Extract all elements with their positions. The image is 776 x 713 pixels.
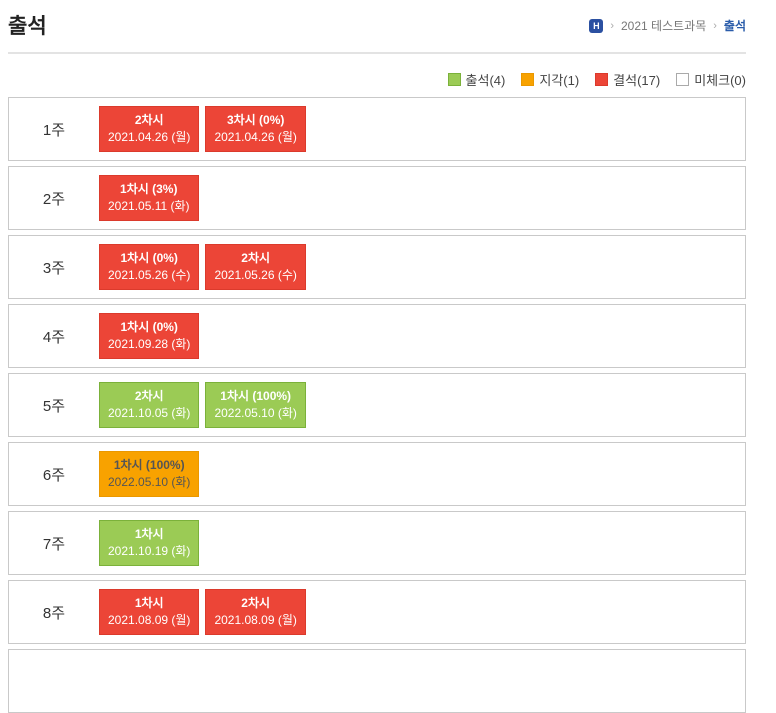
breadcrumb: H › 2021 테스트과목 › 출석 (589, 17, 746, 34)
session-badge[interactable]: 1차시 2021.10.19 (화) (99, 520, 200, 566)
page-title: 출석 (8, 15, 47, 38)
absent-swatch-icon (595, 72, 609, 86)
session-title: 3차시 (0%) (226, 113, 285, 127)
session-date: 2021.10.19 (화) (108, 544, 191, 558)
session-title: 1차시 (100%) (113, 458, 185, 472)
unchecked-swatch-icon (676, 72, 690, 86)
breadcrumb-current[interactable]: 출석 (723, 19, 746, 33)
session-list: 1차시 (3%) 2021.05.11 (화) (99, 175, 199, 221)
session-badge[interactable]: 1차시 (0%) 2021.05.26 (수) (99, 244, 200, 290)
session-badge[interactable]: 1차시 2021.08.09 (월) (99, 589, 200, 635)
session-date: 2022.05.10 (화) (108, 475, 191, 489)
session-list: 2차시 2021.10.05 (화) 1차시 (100%) 2022.05.10… (99, 382, 306, 428)
session-date: 2021.05.11 (화) (108, 199, 190, 213)
week-label: 6주 (42, 466, 66, 484)
breadcrumb-course-link[interactable]: 2021 테스트과목 (621, 19, 707, 33)
legend-item-absent: 결석(17) (595, 70, 660, 89)
session-date: 2021.04.26 (월) (108, 130, 191, 144)
week-row-7: 7주 1차시 2021.10.19 (화) (8, 511, 746, 575)
header-divider (8, 52, 746, 54)
session-date: 2021.08.09 (월) (214, 613, 297, 627)
session-title: 1차시 (134, 527, 164, 541)
session-title: 2차시 (134, 113, 164, 127)
present-swatch-icon (447, 72, 461, 86)
session-badge[interactable]: 1차시 (3%) 2021.05.11 (화) (99, 175, 199, 221)
legend-label: 출석(4) (465, 72, 506, 88)
legend-item-late: 지각(1) (521, 70, 579, 89)
session-badge[interactable]: 3차시 (0%) 2021.04.26 (월) (205, 106, 306, 152)
breadcrumb-separator: › (713, 19, 717, 32)
week-row-4: 4주 1차시 (0%) 2021.09.28 (화) (8, 304, 746, 368)
session-badge[interactable]: 1차시 (100%) 2022.05.10 (화) (205, 382, 306, 428)
session-list: 1차시 2021.10.19 (화) (99, 520, 200, 566)
week-label: 5주 (42, 397, 66, 415)
week-label: 7주 (42, 535, 66, 553)
session-title: 2차시 (134, 389, 164, 403)
legend-item-unchecked: 미체크(0) (676, 70, 746, 89)
session-list: 1차시 (100%) 2022.05.10 (화) (99, 451, 200, 497)
session-title: 1차시 (0%) (120, 320, 178, 334)
session-title: 1차시 (3%) (120, 182, 178, 196)
week-rows: 1주 2차시 2021.04.26 (월) 3차시 (0%) 2021.04.2… (8, 97, 746, 713)
session-date: 2022.05.10 (화) (214, 406, 297, 420)
week-row-8: 8주 1차시 2021.08.09 (월) 2차시 2021.08.09 (월) (8, 580, 746, 644)
week-label: 2주 (42, 190, 66, 208)
week-label: 8주 (42, 604, 66, 622)
week-row-partial (8, 649, 746, 713)
page-header: 출석 H › 2021 테스트과목 › 출석 (8, 10, 746, 40)
week-label: 3주 (42, 259, 66, 277)
session-date: 2021.04.26 (월) (214, 130, 297, 144)
session-date: 2021.05.26 (수) (214, 268, 297, 282)
session-list: 2차시 2021.04.26 (월) 3차시 (0%) 2021.04.26 (… (99, 106, 306, 152)
week-label: 1주 (42, 121, 66, 139)
session-badge[interactable]: 2차시 2021.04.26 (월) (99, 106, 200, 152)
session-title: 2차시 (241, 596, 271, 610)
session-title: 1차시 (100%) (220, 389, 292, 403)
legend-label: 지각(1) (539, 72, 580, 88)
session-date: 2021.08.09 (월) (108, 613, 191, 627)
week-row-3: 3주 1차시 (0%) 2021.05.26 (수) 2차시 2021.05.2… (8, 235, 746, 299)
session-title: 2차시 (241, 251, 271, 265)
week-row-2: 2주 1차시 (3%) 2021.05.11 (화) (8, 166, 746, 230)
week-row-5: 5주 2차시 2021.10.05 (화) 1차시 (100%) 2022.05… (8, 373, 746, 437)
week-label: 4주 (42, 328, 66, 346)
session-badge[interactable]: 1차시 (0%) 2021.09.28 (화) (99, 313, 200, 359)
session-title: 1차시 (134, 596, 164, 610)
attendance-legend: 출석(4) 지각(1) 결석(17) 미체크(0) (8, 70, 746, 89)
legend-label: 미체크(0) (694, 72, 746, 88)
session-list: 1차시 (0%) 2021.05.26 (수) 2차시 2021.05.26 (… (99, 244, 306, 290)
session-badge[interactable]: 2차시 2021.05.26 (수) (205, 244, 306, 290)
session-badge[interactable]: 2차시 2021.10.05 (화) (99, 382, 200, 428)
session-badge[interactable]: 1차시 (100%) 2022.05.10 (화) (99, 451, 200, 497)
session-list: 1차시 2021.08.09 (월) 2차시 2021.08.09 (월) (99, 589, 306, 635)
session-badge[interactable]: 2차시 2021.08.09 (월) (205, 589, 306, 635)
breadcrumb-separator: › (610, 19, 614, 32)
session-list: 1차시 (0%) 2021.09.28 (화) (99, 313, 200, 359)
session-date: 2021.10.05 (화) (108, 406, 191, 420)
legend-label: 결석(17) (613, 72, 661, 88)
week-row-6: 6주 1차시 (100%) 2022.05.10 (화) (8, 442, 746, 506)
session-title: 1차시 (0%) (120, 251, 178, 265)
session-date: 2021.05.26 (수) (108, 268, 191, 282)
legend-item-present: 출석(4) (447, 70, 506, 89)
home-icon[interactable]: H (589, 18, 604, 33)
late-swatch-icon (521, 72, 535, 86)
session-date: 2021.09.28 (화) (108, 337, 191, 351)
week-row-1: 1주 2차시 2021.04.26 (월) 3차시 (0%) 2021.04.2… (8, 97, 746, 161)
